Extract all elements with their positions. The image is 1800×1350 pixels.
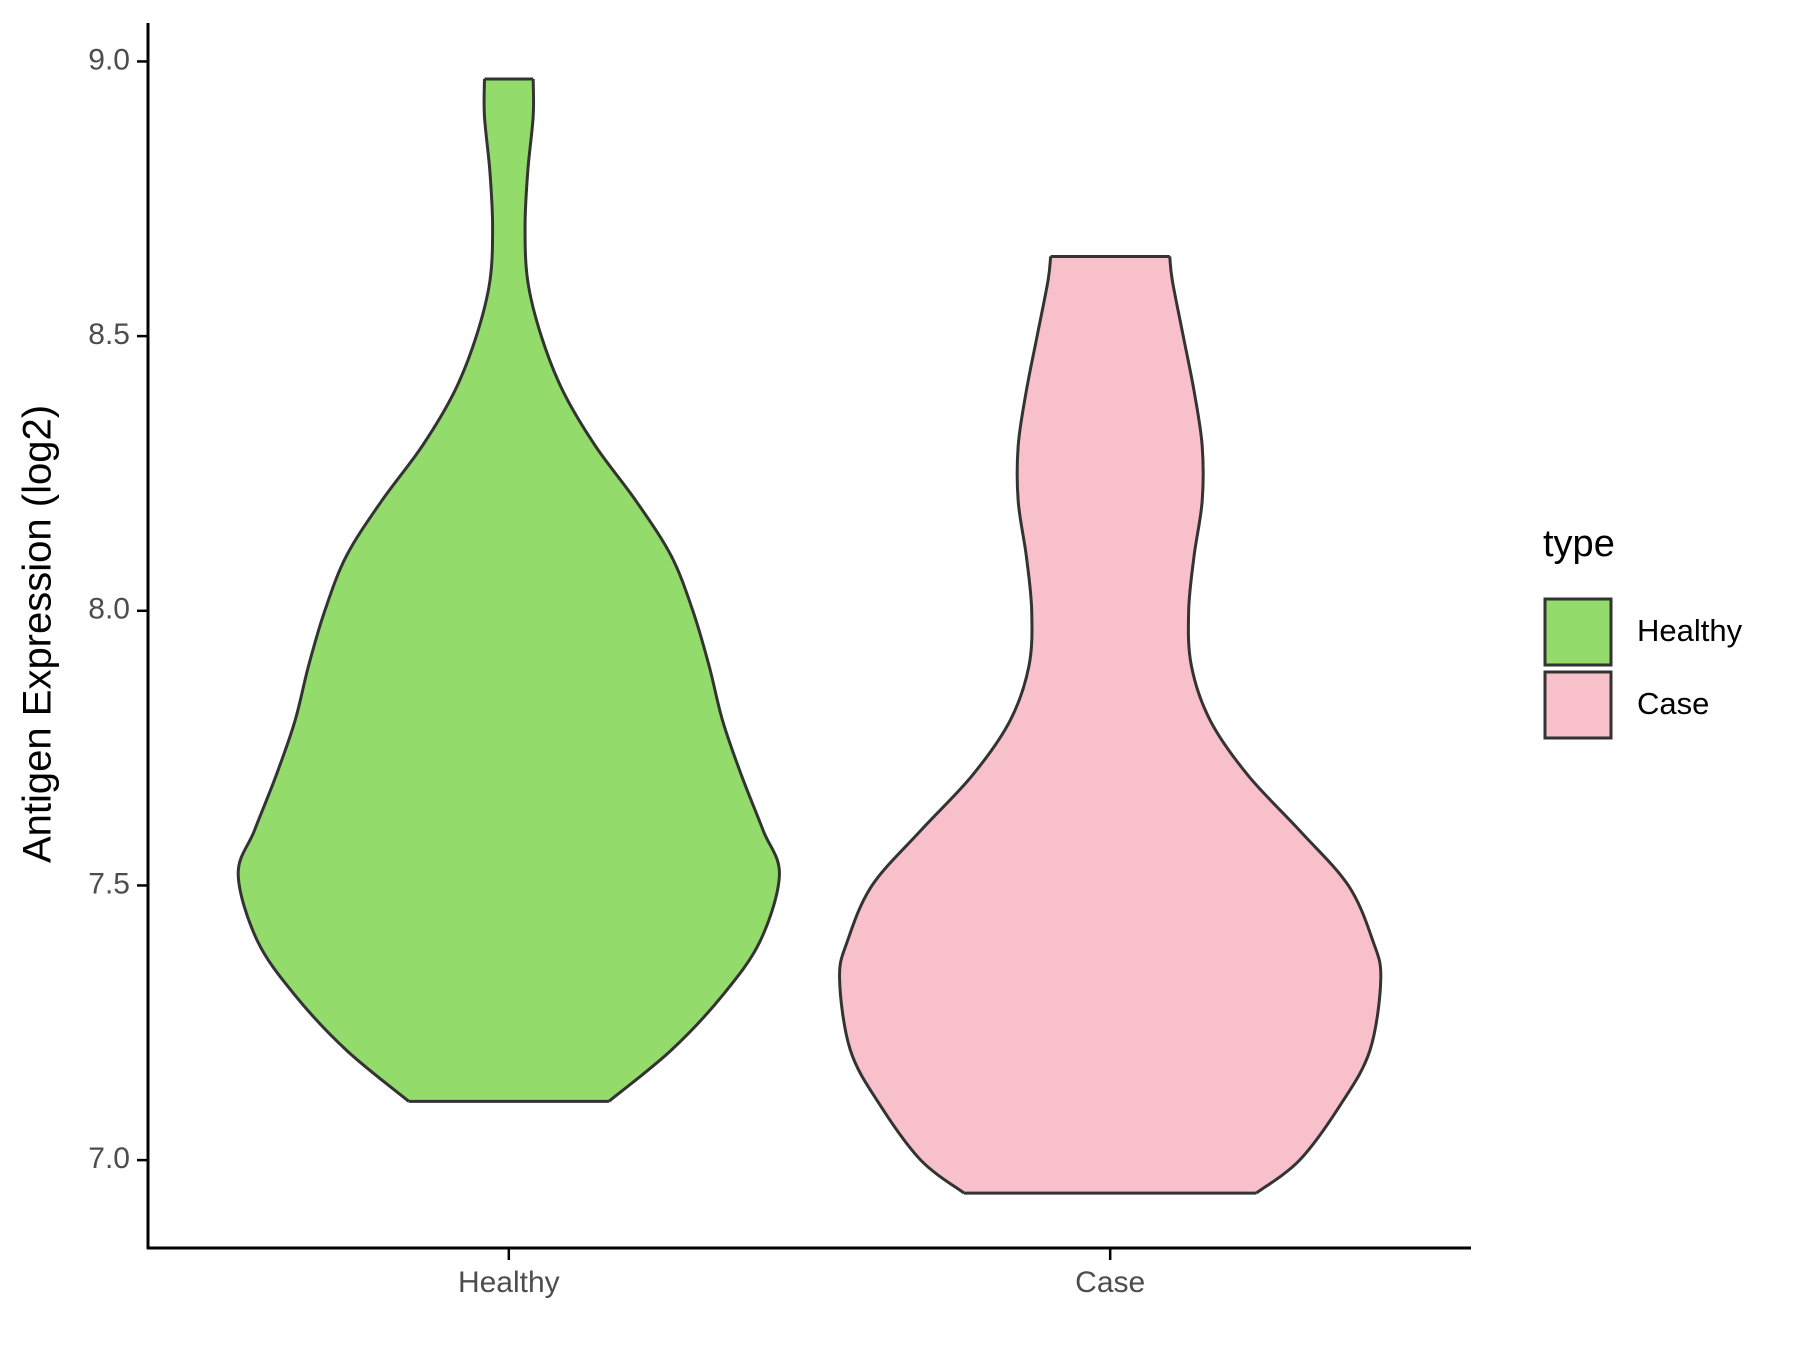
violin-fill (839, 255, 1111, 1194)
legend-key (1543, 670, 1613, 740)
x-tick-label: Healthy (458, 1266, 560, 1299)
y-tick-label: 8.5 (88, 318, 130, 351)
legend-label: Healthy (1637, 613, 1743, 648)
x-tick-label: Case (1075, 1266, 1145, 1299)
legend-title: type (1543, 523, 1615, 565)
y-tick-label: 7.5 (88, 867, 130, 900)
legend-label: Case (1637, 686, 1709, 721)
y-axis-title: Antigen Expression (log2) (16, 405, 60, 863)
violin-fill (508, 78, 780, 1102)
y-tick-label: 9.0 (88, 43, 130, 76)
violin-outline (1168, 256, 1383, 1195)
violin-fill (237, 78, 510, 1102)
violin-outline (236, 79, 495, 1103)
y-tick-label: 8.0 (88, 593, 130, 626)
y-tick-label: 7.0 (88, 1142, 130, 1175)
legend-key (1543, 597, 1613, 667)
violin-outline (838, 256, 1053, 1195)
violin-fill (1109, 255, 1382, 1194)
violin-outline (523, 79, 781, 1103)
